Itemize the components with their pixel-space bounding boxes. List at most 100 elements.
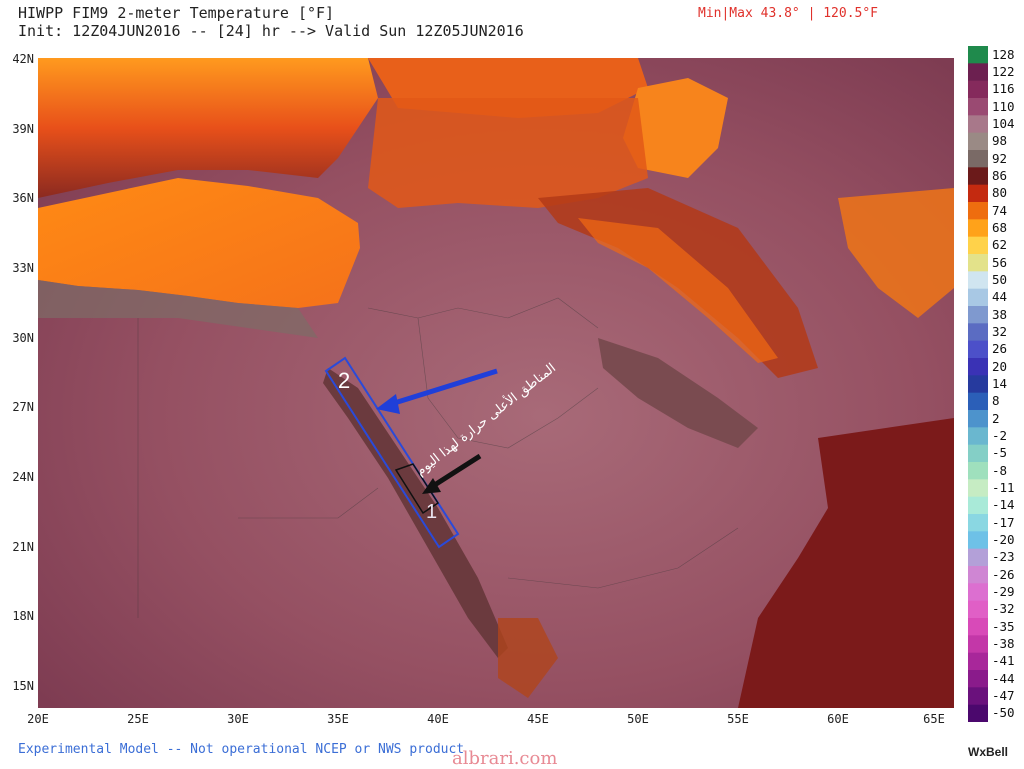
legend-swatch: [968, 583, 988, 602]
legend-swatch: [968, 444, 988, 463]
persian-gulf: [598, 338, 758, 448]
black-arrow: [431, 453, 482, 489]
legend-label: 44: [992, 289, 1008, 305]
legend-label: 2: [992, 410, 1000, 426]
legend-swatch: [968, 704, 988, 722]
legend-swatch: [968, 462, 988, 480]
lon-label: 30E: [227, 712, 249, 726]
legend-label: -50: [992, 705, 1015, 721]
legend-swatch: [968, 618, 988, 636]
legend-swatch: [968, 98, 988, 116]
legend-label: -47: [992, 688, 1015, 703]
legend-label: 104: [992, 116, 1015, 131]
red-sea: [323, 368, 508, 658]
box-label-1: 1: [426, 501, 437, 523]
legend-swatch: [968, 184, 988, 203]
legend-swatch: [968, 479, 988, 498]
legend-label: 80: [992, 185, 1008, 201]
zagros-hot-bands: [578, 218, 778, 363]
highlight-box-2: [324, 356, 460, 549]
legend-swatch: [968, 670, 988, 688]
legend-label: -11: [992, 480, 1015, 495]
legend-swatch: [968, 115, 988, 134]
lat-label: 42N: [12, 52, 34, 66]
legend-swatch: [968, 652, 988, 671]
legend-label: 116: [992, 81, 1015, 97]
legend-label: 8: [992, 393, 1000, 409]
legend-label: 68: [992, 220, 1008, 235]
lat-label: 24N: [12, 470, 34, 484]
blue-arrow-head: [376, 394, 400, 414]
legend-swatch: [968, 150, 988, 168]
mediterranean-sea: [38, 178, 360, 308]
legend-label: 110: [992, 98, 1015, 114]
lon-label: 60E: [827, 712, 849, 726]
black-arrow-head: [422, 478, 441, 494]
legend-swatch: [968, 167, 988, 186]
legend-swatch: [968, 219, 988, 238]
lon-label: 50E: [627, 712, 649, 726]
legend-label: 14: [992, 376, 1008, 391]
legend-swatch: [968, 392, 988, 411]
min-max-readout: Min|Max 43.8° | 120.5°F: [698, 6, 879, 21]
lon-label: 35E: [327, 712, 349, 726]
legend-label: -17: [992, 514, 1015, 530]
legend-swatch: [968, 427, 988, 446]
balkans-turkey-region: [38, 58, 378, 198]
legend-swatch: [968, 288, 988, 307]
legend-swatch: [968, 548, 988, 567]
north-africa-coast: [38, 280, 318, 338]
legend-swatch: [968, 271, 988, 290]
lat-label: 33N: [12, 261, 34, 275]
footer-disclaimer: Experimental Model -- Not operational NC…: [18, 742, 465, 757]
highlight-box-1: [394, 463, 440, 515]
legend-label: -20: [992, 532, 1015, 547]
map-canvas: 2 1 المناطق الأعلى حرارة لهذا اليوم: [38, 58, 954, 708]
legend-swatch: [968, 236, 988, 255]
legend-swatch: [968, 600, 988, 619]
legend-label: -29: [992, 584, 1015, 599]
legend-label: 38: [992, 306, 1008, 322]
legend-label: -26: [992, 566, 1015, 582]
legend-label: 26: [992, 341, 1008, 357]
yemen-highlands: [498, 618, 558, 698]
lat-label: 36N: [12, 191, 34, 205]
map-title: HIWPP FIM9 2-meter Temperature [°F]: [18, 4, 335, 22]
legend-swatch: [968, 80, 988, 99]
legend-swatch: [968, 496, 988, 515]
legend-label: 86: [992, 168, 1008, 183]
legend-label: -2: [992, 428, 1008, 443]
legend-label: 32: [992, 324, 1008, 339]
legend-swatch: [968, 635, 988, 654]
legend-swatch: [968, 514, 988, 532]
lon-label: 40E: [427, 712, 449, 726]
legend-label: 98: [992, 133, 1008, 149]
legend-swatch: [968, 132, 988, 151]
legend-label: 56: [992, 254, 1008, 270]
lat-label: 18N: [12, 609, 34, 623]
legend-label: -44: [992, 670, 1015, 686]
color-legend: [968, 46, 988, 722]
legend-label: 122: [992, 64, 1015, 79]
legend-swatch: [968, 323, 988, 342]
lon-label: 65E: [923, 712, 945, 726]
map-init-valid: Init: 12Z04JUN2016 -- [24] hr --> Valid …: [18, 22, 524, 40]
blue-arrow: [387, 368, 498, 408]
anatolia-region: [368, 98, 648, 208]
legend-swatch: [968, 340, 988, 359]
legend-label: -41: [992, 653, 1015, 669]
lat-label: 15N: [12, 679, 34, 693]
legend-swatch: [968, 531, 988, 550]
watermark: albrari.com: [452, 748, 558, 769]
legend-label: 92: [992, 150, 1008, 166]
wxbell-logo: WxBell: [968, 745, 1009, 759]
legend-swatch: [968, 254, 988, 272]
legend-swatch: [968, 687, 988, 706]
legend-swatch: [968, 375, 988, 394]
lon-label: 20E: [27, 712, 49, 726]
lat-label: 39N: [12, 122, 34, 136]
temperature-map: 2 1 المناطق الأعلى حرارة لهذا اليوم: [38, 58, 954, 708]
legend-swatch: [968, 202, 988, 220]
lon-label: 45E: [527, 712, 549, 726]
legend-label: -23: [992, 549, 1015, 565]
